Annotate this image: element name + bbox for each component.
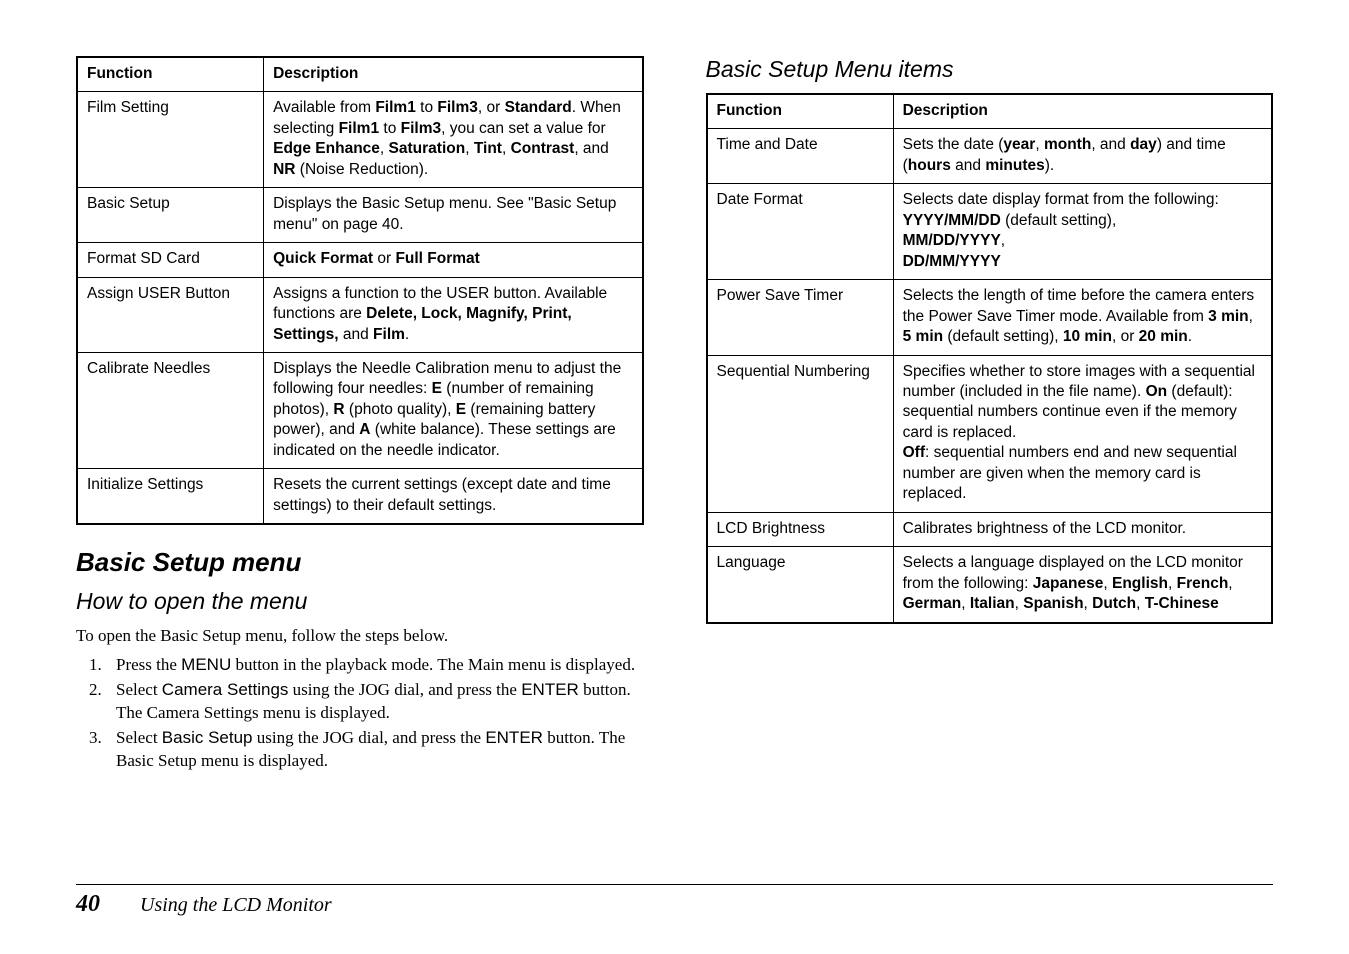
footer-title: Using the LCD Monitor [140, 894, 332, 917]
table-row: Calibrate NeedlesDisplays the Needle Cal… [77, 352, 643, 468]
table-row: Assign USER ButtonAssigns a function to … [77, 277, 643, 352]
description-cell: Displays the Needle Calibration menu to … [264, 352, 643, 468]
page-footer: 40 Using the LCD Monitor [76, 884, 1273, 918]
page-number: 40 [76, 891, 100, 918]
function-cell: Calibrate Needles [77, 352, 264, 468]
function-cell: Basic Setup [77, 188, 264, 243]
table-row: Film SettingAvailable from Film1 to Film… [77, 92, 643, 188]
table-row: LanguageSelects a language displayed on … [707, 547, 1273, 623]
table-row: Basic SetupDisplays the Basic Setup menu… [77, 188, 643, 243]
function-cell: Time and Date [707, 129, 894, 184]
table-row: Date FormatSelects date display format f… [707, 184, 1273, 280]
right-function-table: Function Description Time and DateSets t… [706, 93, 1274, 624]
step-item: Press the MENU button in the playback mo… [106, 654, 644, 677]
description-cell: Selects the length of time before the ca… [893, 280, 1272, 355]
step-item: Select Camera Settings using the JOG dia… [106, 679, 644, 725]
table-header-description: Description [264, 57, 643, 92]
function-cell: Initialize Settings [77, 469, 264, 524]
function-cell: LCD Brightness [707, 512, 894, 546]
table-row: Time and DateSets the date (year, month,… [707, 129, 1273, 184]
function-cell: Assign USER Button [77, 277, 264, 352]
table-row: Power Save TimerSelects the length of ti… [707, 280, 1273, 355]
table-row: Format SD CardQuick Format or Full Forma… [77, 243, 643, 277]
description-cell: Specifies whether to store images with a… [893, 355, 1272, 512]
function-cell: Language [707, 547, 894, 623]
function-cell: Power Save Timer [707, 280, 894, 355]
basic-setup-menu-heading: Basic Setup menu [76, 547, 644, 578]
table-row: LCD BrightnessCalibrates brightness of t… [707, 512, 1273, 546]
function-cell: Date Format [707, 184, 894, 280]
function-cell: Sequential Numbering [707, 355, 894, 512]
intro-text: To open the Basic Setup menu, follow the… [76, 625, 644, 648]
table-row: Sequential NumberingSpecifies whether to… [707, 355, 1273, 512]
description-cell: Sets the date (year, month, and day) and… [893, 129, 1272, 184]
description-cell: Selects date display format from the fol… [893, 184, 1272, 280]
table-header-function: Function [77, 57, 264, 92]
description-cell: Calibrates brightness of the LCD monitor… [893, 512, 1272, 546]
step-item: Select Basic Setup using the JOG dial, a… [106, 727, 644, 773]
description-cell: Selects a language displayed on the LCD … [893, 547, 1272, 623]
left-column: Function Description Film SettingAvailab… [76, 56, 644, 954]
table-header-description: Description [893, 94, 1272, 129]
left-table-body: Film SettingAvailable from Film1 to Film… [77, 92, 643, 524]
function-cell: Film Setting [77, 92, 264, 188]
table-row: Initialize SettingsResets the current se… [77, 469, 643, 524]
table-header-function: Function [707, 94, 894, 129]
description-cell: Assigns a function to the USER button. A… [264, 277, 643, 352]
right-column: Basic Setup Menu items Function Descript… [706, 56, 1274, 954]
description-cell: Displays the Basic Setup menu. See "Basi… [264, 188, 643, 243]
description-cell: Resets the current settings (except date… [264, 469, 643, 524]
description-cell: Quick Format or Full Format [264, 243, 643, 277]
how-to-open-subheading: How to open the menu [76, 588, 644, 615]
basic-setup-items-heading: Basic Setup Menu items [706, 56, 1274, 83]
steps-list: Press the MENU button in the playback mo… [76, 654, 644, 773]
description-cell: Available from Film1 to Film3, or Standa… [264, 92, 643, 188]
left-function-table: Function Description Film SettingAvailab… [76, 56, 644, 525]
function-cell: Format SD Card [77, 243, 264, 277]
right-table-body: Time and DateSets the date (year, month,… [707, 129, 1273, 623]
